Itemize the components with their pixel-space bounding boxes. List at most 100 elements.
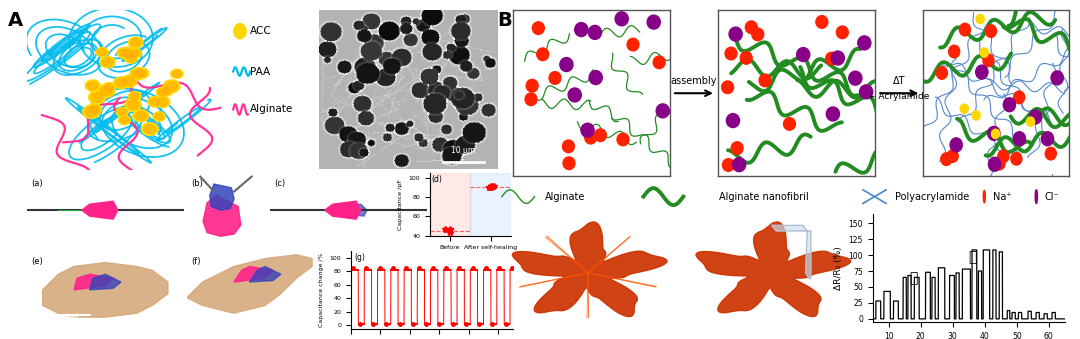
Polygon shape (131, 50, 139, 57)
Polygon shape (85, 107, 97, 116)
Circle shape (525, 93, 537, 105)
Text: (f): (f) (191, 257, 201, 266)
Polygon shape (85, 80, 100, 91)
Circle shape (721, 81, 733, 94)
Circle shape (981, 48, 988, 57)
Circle shape (1035, 190, 1038, 203)
Text: (e): (e) (31, 257, 43, 266)
Polygon shape (73, 274, 113, 290)
Polygon shape (103, 58, 113, 66)
Polygon shape (153, 112, 165, 121)
Text: (c): (c) (274, 179, 286, 188)
Circle shape (991, 129, 1000, 139)
Circle shape (745, 21, 757, 34)
Polygon shape (130, 48, 141, 58)
Circle shape (815, 16, 827, 28)
Polygon shape (512, 222, 667, 317)
Polygon shape (119, 116, 131, 125)
Polygon shape (187, 255, 312, 313)
Polygon shape (129, 92, 141, 101)
Polygon shape (130, 68, 146, 80)
Polygon shape (162, 87, 172, 94)
Polygon shape (90, 105, 99, 113)
Circle shape (983, 191, 985, 203)
Text: Na⁺: Na⁺ (993, 192, 1012, 202)
Circle shape (653, 56, 665, 69)
Polygon shape (125, 99, 141, 111)
Circle shape (617, 133, 629, 146)
Polygon shape (144, 124, 156, 134)
Circle shape (723, 159, 734, 171)
Circle shape (972, 111, 981, 120)
Circle shape (983, 54, 994, 66)
Circle shape (1045, 147, 1056, 160)
Circle shape (752, 28, 764, 41)
Circle shape (616, 12, 629, 26)
Y-axis label: Capacitance change /%: Capacitance change /% (319, 253, 324, 327)
Circle shape (563, 157, 575, 170)
Circle shape (832, 51, 845, 65)
Polygon shape (105, 84, 113, 91)
Text: Polyacrylamide: Polyacrylamide (894, 192, 969, 202)
Circle shape (976, 14, 984, 24)
Circle shape (1013, 132, 1026, 146)
Text: ΔT: ΔT (893, 76, 905, 85)
Text: Alginate: Alginate (545, 192, 585, 202)
Polygon shape (91, 93, 103, 102)
Circle shape (563, 140, 575, 153)
Circle shape (826, 52, 838, 65)
Circle shape (589, 25, 602, 39)
Polygon shape (131, 39, 140, 46)
Circle shape (568, 88, 581, 102)
Polygon shape (154, 113, 163, 120)
Polygon shape (121, 75, 137, 87)
Circle shape (725, 47, 737, 60)
Circle shape (797, 47, 810, 62)
Text: (b): (b) (191, 179, 203, 188)
Text: 10 μm: 10 μm (450, 146, 475, 155)
Polygon shape (148, 97, 162, 107)
Polygon shape (134, 67, 149, 79)
Polygon shape (118, 109, 126, 115)
Text: 1 cm: 1 cm (378, 233, 396, 242)
Polygon shape (126, 55, 136, 62)
Circle shape (584, 131, 596, 144)
Circle shape (731, 142, 743, 155)
Polygon shape (87, 82, 98, 89)
Polygon shape (129, 37, 143, 48)
Text: B: B (497, 11, 512, 30)
Polygon shape (163, 80, 180, 93)
Circle shape (1029, 110, 1042, 124)
Polygon shape (97, 84, 114, 98)
Text: 👤: 👤 (968, 251, 976, 265)
Circle shape (532, 22, 544, 35)
Polygon shape (98, 49, 107, 55)
Circle shape (948, 45, 960, 58)
Polygon shape (203, 195, 241, 236)
Text: 1 cm: 1 cm (60, 314, 79, 323)
Bar (471, 173, 511, 236)
Polygon shape (96, 47, 108, 57)
Polygon shape (171, 69, 183, 78)
Text: (g): (g) (354, 253, 365, 262)
Text: Alginate nanofibril: Alginate nanofibril (718, 192, 808, 202)
Polygon shape (82, 201, 118, 219)
Circle shape (581, 123, 594, 137)
Polygon shape (249, 266, 281, 282)
Circle shape (647, 15, 660, 29)
Polygon shape (116, 79, 126, 87)
Polygon shape (336, 204, 367, 216)
Polygon shape (233, 24, 246, 39)
Circle shape (860, 85, 873, 99)
Circle shape (732, 158, 745, 172)
Bar (430, 173, 471, 236)
Polygon shape (43, 262, 168, 317)
Polygon shape (166, 82, 177, 91)
Polygon shape (141, 123, 159, 135)
Circle shape (947, 150, 958, 162)
Circle shape (985, 25, 997, 37)
Polygon shape (119, 49, 129, 56)
Circle shape (858, 36, 870, 50)
Circle shape (959, 23, 971, 36)
Circle shape (559, 58, 573, 72)
